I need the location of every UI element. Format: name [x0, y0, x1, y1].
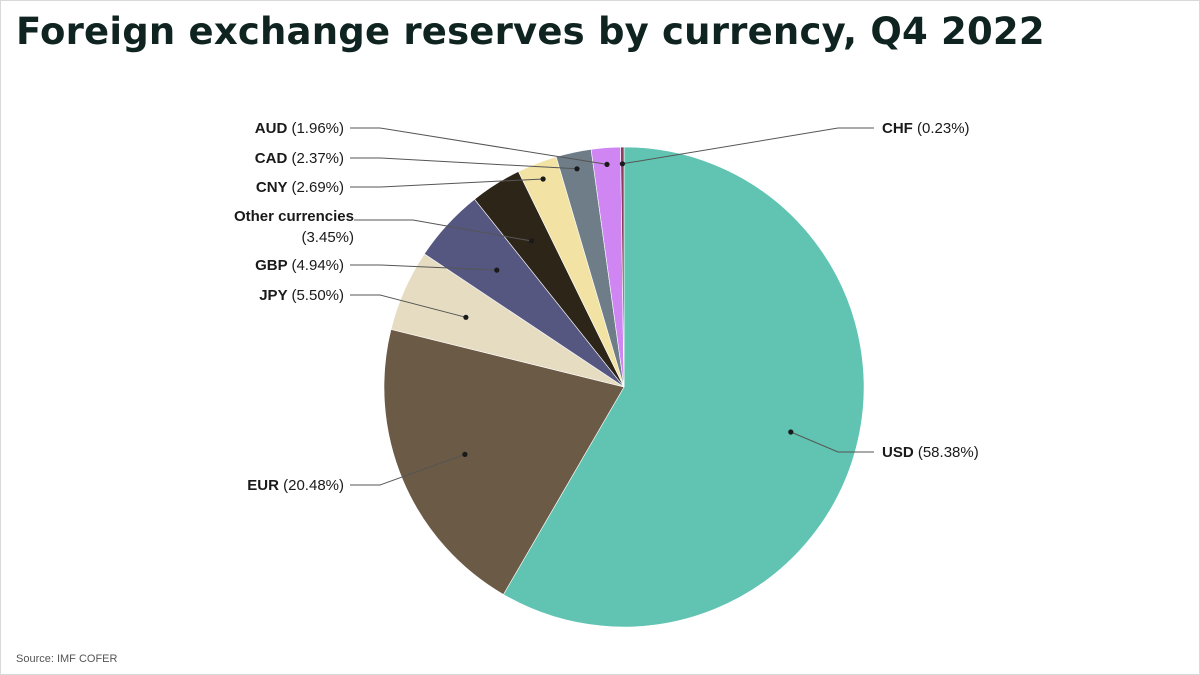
leader-line-chf [622, 127, 874, 165]
leader-line-cad [350, 157, 578, 170]
anchor-dot-chf [619, 161, 626, 167]
slice-label-aud: AUD (1.96%) [255, 120, 344, 137]
leader-line-other-currencies [354, 219, 532, 242]
anchor-dot-eur [462, 451, 468, 457]
source-note: Source: IMF COFER [16, 653, 118, 665]
anchor-dot-jpy [463, 314, 469, 320]
slice-value-other-currencies: (3.45%) [301, 229, 354, 246]
slice-label-chf: CHF (0.23%) [882, 120, 970, 137]
leader-line-cny [350, 178, 544, 188]
anchor-dot-cny [540, 176, 546, 182]
anchor-dot-gbp [494, 267, 500, 273]
anchor-dot-other-currencies [529, 238, 535, 244]
slice-label-jpy: JPY (5.50%) [259, 287, 344, 304]
slice-label-gbp: GBP (4.94%) [255, 257, 344, 274]
slice-label-cad: CAD (2.37%) [255, 150, 344, 167]
pie-slice-chf [620, 146, 625, 388]
leader-line-aud [350, 127, 608, 165]
chart-title: Foreign exchange reserves by currency, Q… [16, 10, 1045, 53]
anchor-dot-cad [574, 166, 580, 172]
leader-line-gbp [350, 264, 497, 271]
leader-line-eur [350, 453, 466, 486]
slice-label-usd: USD (58.38%) [882, 444, 979, 461]
slice-label-other-currencies: Other currencies [234, 208, 354, 225]
anchor-dot-usd [788, 429, 794, 435]
pie-slice-usd [502, 146, 865, 628]
leader-line-usd [790, 431, 874, 453]
slice-label-eur: EUR (20.48%) [247, 477, 344, 494]
slice-label-cny: CNY (2.69%) [256, 179, 344, 196]
pie-slice-eur [383, 328, 625, 595]
leader-line-jpy [350, 294, 467, 318]
anchor-dot-aud [604, 161, 610, 167]
